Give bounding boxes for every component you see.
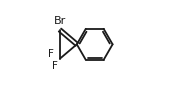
Text: F: F xyxy=(52,61,58,71)
Text: Br: Br xyxy=(54,16,66,26)
Text: F: F xyxy=(48,49,54,59)
